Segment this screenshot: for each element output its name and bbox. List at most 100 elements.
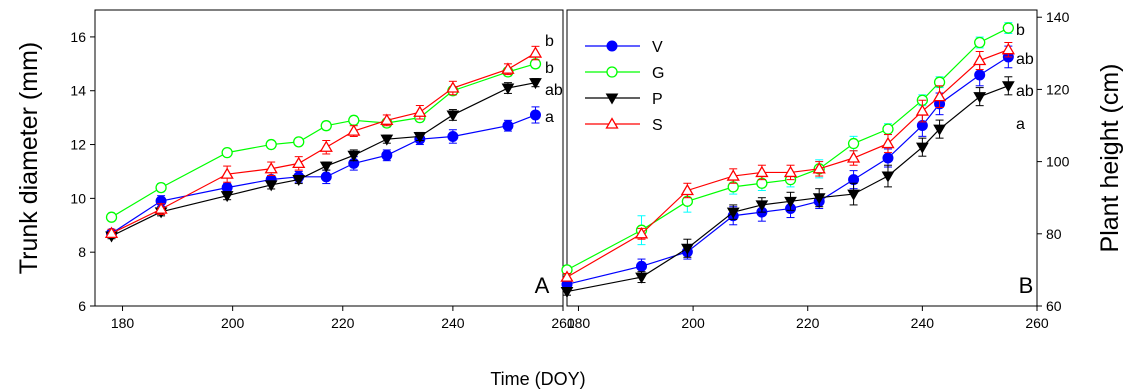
panel-a-series-P-point	[347, 150, 361, 162]
panel-a-x-tick-label: 200	[221, 315, 245, 331]
legend-item-P-label: P	[652, 91, 663, 108]
panel-a-group-letter: b	[545, 33, 554, 50]
panel-b-x-tick-label: 220	[796, 315, 820, 331]
panel-a-series-V-point	[529, 109, 541, 121]
legend-item-G-label: G	[652, 65, 664, 82]
panel-a-series-G-point	[221, 146, 233, 159]
panel-a-y-tick-label: 10	[70, 190, 86, 206]
panel-a-series-P-point	[319, 161, 333, 173]
panel-a-series-G-point	[320, 120, 332, 132]
panel-a-series-P-point	[292, 175, 306, 187]
panel-b-y-tick-label: 80	[1046, 226, 1062, 242]
panel-b-series-P-point	[635, 272, 648, 284]
panel-b-series-P-point	[560, 287, 574, 299]
panel-b-y-tick-label: 140	[1046, 9, 1070, 25]
legend-item-P: P	[585, 91, 663, 108]
panel-b-series-V-point	[974, 69, 986, 81]
panel-b-group-letter: a	[1016, 116, 1025, 133]
panel-a-y-tick-label: 14	[70, 83, 86, 99]
panel-b-series-P-point	[933, 124, 946, 136]
panel-b-series-S-point	[973, 53, 987, 66]
panel-a-y-tick-label: 16	[70, 29, 86, 45]
legend-item-S-marker	[605, 117, 619, 129]
panel-b-group-letter: b	[1016, 22, 1025, 39]
panel-a-x-tick-label: 240	[441, 315, 465, 331]
panel-b-plot-area	[566, 9, 1038, 307]
panel-b-series-P-point	[812, 193, 826, 205]
panel-a-series-S-point	[528, 46, 543, 58]
panel-a-series-V-point	[381, 149, 393, 161]
legend-item-G: G	[585, 65, 664, 82]
panel-b-y-axis-label: Plant height (cm)	[1096, 64, 1124, 253]
panel-a-series-S-point	[264, 161, 278, 174]
panel-a-series-S-point	[347, 124, 361, 136]
panel-a-y-tick-label: 6	[78, 298, 86, 314]
panel-b-series-P-point	[784, 196, 797, 208]
panel-a-series-S-point	[446, 81, 460, 93]
panel-b-x-tick-label: 260	[1025, 315, 1049, 331]
panel-a-series-G-point	[155, 181, 167, 194]
panel-a-series-S	[104, 45, 543, 238]
shared-x-axis-label: Time (DOY)	[490, 369, 585, 389]
panel-a-series-S-point	[501, 62, 515, 74]
panel-b-series-S-point	[812, 162, 826, 174]
legend-item-S: S	[585, 117, 663, 134]
panel-a-marks: 180 200 220 240 260 6 8 10 12 14 16 bb ab a	[70, 29, 574, 331]
panel-a-group-letter: a	[545, 109, 554, 126]
legend-item-V-marker	[606, 40, 618, 52]
panel-a-series-P-line	[111, 82, 536, 237]
panel-b-y-tick-label: 60	[1046, 298, 1062, 314]
panel-a-series-S-point	[380, 113, 394, 125]
panel-b-series-G-point	[847, 137, 860, 150]
panel-a-series-P	[105, 78, 542, 243]
panel-b-series-P	[560, 76, 1015, 299]
panel-b-series-P-point	[915, 142, 929, 154]
panel-a-series-G-point	[293, 136, 305, 148]
panel-a-series-G-point	[265, 138, 277, 151]
panel-b-series-G	[561, 22, 1014, 276]
panel-a-series-P-point	[380, 134, 394, 146]
legend-item-G-marker	[606, 66, 618, 78]
panel-b-x-tick-label: 240	[911, 315, 935, 331]
panel-a-series-P-point	[264, 180, 278, 192]
panel-b-series-V-point	[636, 260, 648, 272]
panel-b-series-S-point	[680, 183, 694, 196]
panel-b-group-letter: ab	[1016, 83, 1034, 100]
panel-b-series-S-point	[783, 165, 798, 178]
panel-b-x-tick-label: 200	[681, 315, 705, 331]
panel-a-series-V-point	[320, 171, 332, 183]
panel-a-group-letter: ab	[545, 82, 563, 99]
panel-b-series-S-point	[634, 227, 649, 239]
panel-b-label: B	[1019, 273, 1034, 298]
panel-a-series-G-point	[348, 114, 360, 126]
panel-a-series-S-point	[413, 105, 427, 117]
panel-b-series-S-point	[755, 165, 769, 178]
panel-a-x-tick-label: 220	[331, 315, 355, 331]
panel-b-series-S-point	[560, 270, 574, 282]
panel-a-series-P-point	[220, 191, 234, 203]
panel-b-series-P-point	[726, 207, 740, 219]
panel-b-series-P-point	[973, 92, 987, 104]
panel-a-series-V-point	[221, 182, 233, 194]
panel-b-series-P-point	[680, 243, 694, 255]
panel-a-series-S-point	[319, 140, 333, 152]
panel-a-series-G-point	[105, 211, 118, 223]
panel-a-series-S-point	[292, 156, 306, 169]
panel-b-x-tick-label: 180	[567, 315, 591, 331]
panel-b-series-P-point	[755, 200, 769, 212]
panel-a-series-P-point	[446, 110, 460, 122]
panel-b-series-P-point	[881, 171, 895, 183]
panel-a-y-tick-label: 8	[78, 244, 86, 260]
panel-b-series-G-point	[974, 36, 986, 49]
panel-a-series-S-point	[154, 202, 168, 214]
panel-b-series-P-point	[1001, 81, 1015, 93]
panel-b-series-S	[560, 41, 1015, 282]
panel-b-series-P-line	[566, 85, 1009, 293]
panel-b-y-tick-label: 120	[1046, 81, 1070, 97]
panel-b-series-V	[561, 45, 1014, 291]
panel-a-series-P-point	[529, 78, 542, 90]
panel-a-x-tick-label: 260	[551, 315, 575, 331]
